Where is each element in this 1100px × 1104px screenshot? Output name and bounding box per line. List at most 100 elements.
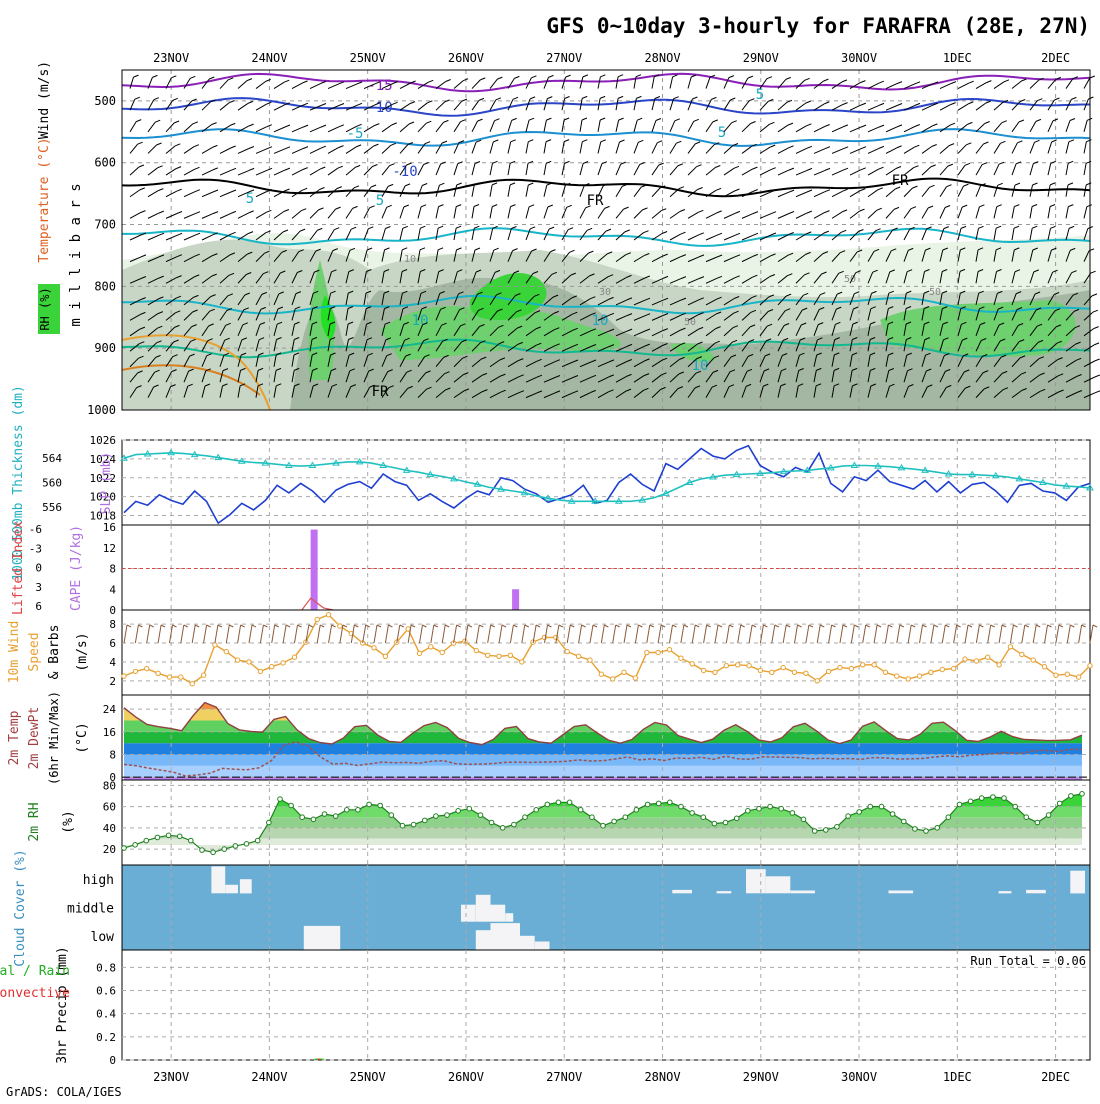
temp-line xyxy=(123,701,1083,746)
wind-barb xyxy=(417,185,423,197)
wind-barb-flag xyxy=(788,189,795,193)
temp-tick-label: 8 xyxy=(109,749,116,762)
wind-barb xyxy=(921,166,932,176)
isotherm-line xyxy=(121,364,261,396)
wind-barb-flag xyxy=(295,291,302,295)
wind-barb xyxy=(1047,206,1051,219)
cloud-cell xyxy=(716,891,732,894)
wind-barb-flag xyxy=(925,352,931,356)
thickness-marker xyxy=(591,497,600,504)
wind-barb xyxy=(975,82,987,89)
wind-barb xyxy=(305,624,310,644)
wind-barb xyxy=(885,188,896,198)
wind-barb xyxy=(759,191,772,198)
wind-barb xyxy=(777,254,789,263)
cape-tick-label: 0 xyxy=(109,604,116,617)
wind-barb xyxy=(1011,80,1022,89)
wind-barb xyxy=(399,249,403,262)
wind-barb xyxy=(669,359,680,368)
wind-barb xyxy=(183,191,196,198)
wind-barb-flag xyxy=(320,80,327,84)
wind-barb-flag xyxy=(457,161,463,165)
wind-barb xyxy=(849,354,853,367)
wind-barb-flag xyxy=(156,142,162,146)
wind-barb-flag xyxy=(386,204,392,208)
wind-barb-flag xyxy=(910,206,917,210)
wind-barb-flag xyxy=(348,352,355,356)
wind-barb xyxy=(957,355,964,367)
isotherm-line xyxy=(121,294,1091,315)
wind-barb xyxy=(327,323,331,336)
wind-barb xyxy=(255,103,267,111)
wind-barb-flag xyxy=(536,342,542,346)
wind-barb xyxy=(363,249,368,262)
wind-barb xyxy=(129,76,134,89)
precip-convective-bar xyxy=(317,1058,321,1060)
wind-speed-point xyxy=(405,626,411,632)
wind-barb xyxy=(777,340,784,352)
wind-barb xyxy=(350,624,355,644)
wind-barb-flag xyxy=(711,96,717,100)
wind-barb xyxy=(777,355,783,367)
wind-barb xyxy=(777,310,786,321)
wind-barb-flag xyxy=(534,293,540,297)
wind-barb xyxy=(993,122,1003,133)
wind-barb-flag xyxy=(350,384,356,388)
wind-barb xyxy=(885,209,895,219)
wind-barb xyxy=(165,256,178,263)
wind-barb xyxy=(705,144,715,154)
wind-barb xyxy=(723,212,736,219)
wind-barb-flag xyxy=(716,232,723,236)
wind-barb-flag xyxy=(1038,77,1044,81)
wind-barb xyxy=(669,256,682,263)
wind-barb xyxy=(777,124,789,133)
wind-barb-flag xyxy=(643,230,649,234)
wind-barb-flag xyxy=(661,208,667,212)
wind-barb-flag xyxy=(501,624,507,628)
wind-barb xyxy=(939,271,943,284)
wind-barb xyxy=(417,228,421,241)
wind-barb-flag xyxy=(643,373,650,377)
contour-label: 10 xyxy=(404,254,416,265)
wind-barb xyxy=(1029,374,1040,383)
wind-barb-flag xyxy=(247,251,253,255)
wind-barb-flag xyxy=(837,291,843,295)
wind-barb-flag xyxy=(662,275,669,279)
wind-barb xyxy=(597,346,610,352)
li-axis-label: Lifted Index xyxy=(11,521,26,615)
wind-barb xyxy=(327,167,339,176)
wind-barb xyxy=(273,81,285,89)
wind-barb-flag xyxy=(590,328,597,332)
wind-barb xyxy=(399,206,405,219)
rh-point xyxy=(344,807,350,813)
thickness-marker xyxy=(402,466,411,473)
wind-barb-flag xyxy=(294,383,300,387)
cloud-cell xyxy=(211,866,226,894)
wind-barb-flag xyxy=(554,390,561,394)
wind-barb xyxy=(964,624,969,644)
wind-barb-flag xyxy=(440,306,446,310)
wind-barb xyxy=(201,213,214,219)
wind-barb-flag xyxy=(424,141,431,145)
wind-barb xyxy=(384,624,389,644)
wind-speed-point xyxy=(428,644,434,650)
wind-barb xyxy=(705,357,715,368)
wind-barb-flag xyxy=(348,290,354,294)
wind-barb xyxy=(363,145,374,154)
wind-barb-flag xyxy=(246,272,252,275)
wind-barb-flag xyxy=(872,269,878,273)
wind-barb xyxy=(687,314,699,321)
rh-point xyxy=(410,821,417,828)
thickness-marker xyxy=(614,497,623,504)
wind-barb xyxy=(957,371,965,383)
wind-barb xyxy=(309,168,321,176)
wind-barb-flag xyxy=(444,371,450,375)
wind-barb-flag xyxy=(1014,247,1020,251)
wind-barb-flag xyxy=(979,306,985,310)
wind-barb-flag xyxy=(625,388,632,392)
wind-barb-flag xyxy=(729,624,734,628)
wind-barb-flag xyxy=(956,624,961,628)
wind-barb xyxy=(759,234,772,241)
wind-barb xyxy=(903,370,908,383)
wind-barb-flag xyxy=(366,321,372,325)
